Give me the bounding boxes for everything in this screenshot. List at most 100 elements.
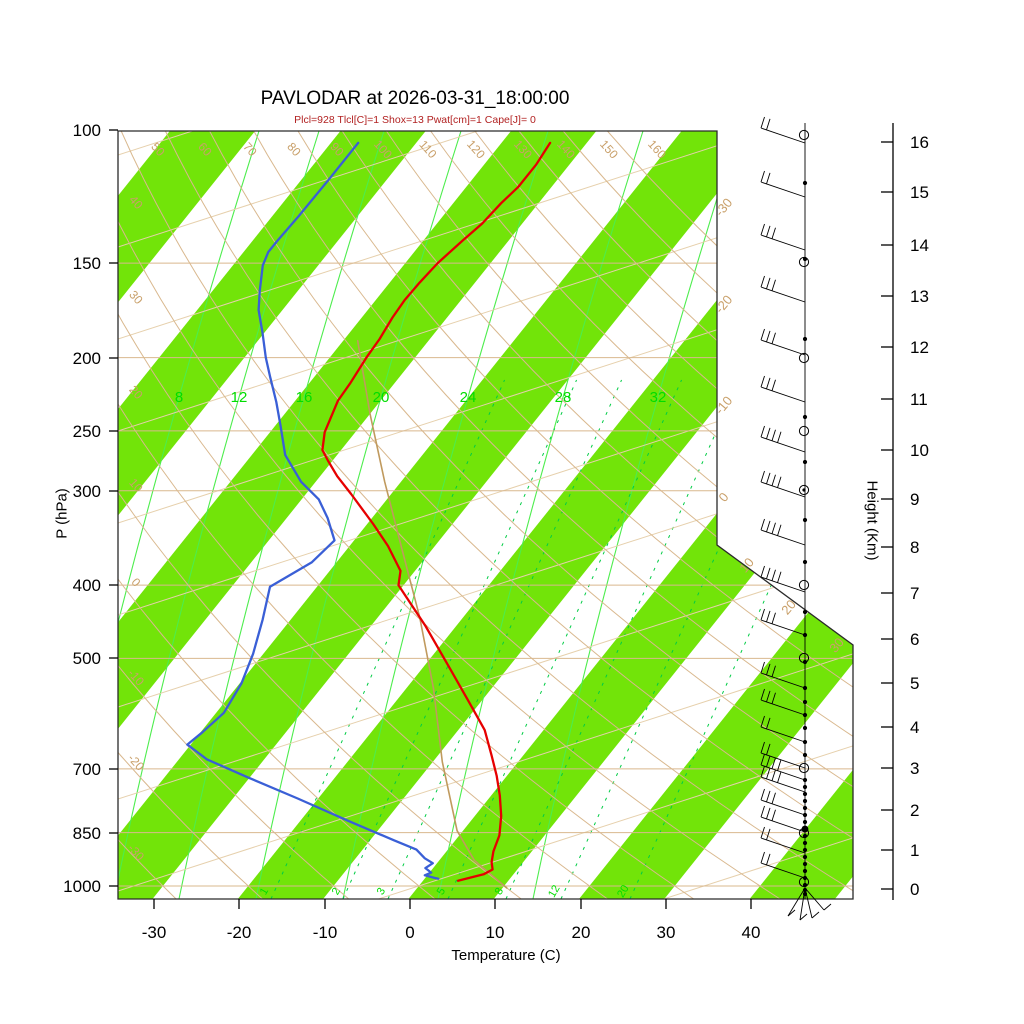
station-dot — [802, 840, 808, 846]
moist-adiabat — [178, 131, 385, 899]
wind-barb — [760, 826, 806, 854]
moist-adiabat — [342, 131, 549, 899]
svg-text:6: 6 — [910, 630, 919, 649]
dry-adiabat — [118, 131, 781, 899]
isotherm-band — [749, 131, 853, 899]
svg-text:30: 30 — [126, 288, 146, 308]
svg-text:9: 9 — [910, 490, 919, 509]
svg-text:0: 0 — [715, 490, 731, 505]
svg-text:400: 400 — [73, 576, 101, 595]
svg-text:15: 15 — [910, 183, 929, 202]
dry-adiabat — [118, 131, 350, 899]
station-dot — [802, 459, 808, 465]
isotherm-band — [0, 131, 85, 899]
moist-adiabat — [255, 131, 462, 899]
svg-text:28: 28 — [555, 389, 572, 406]
shallow-gridline — [118, 131, 853, 708]
level-circle — [798, 652, 810, 664]
dry-adiabat — [118, 131, 694, 899]
station-dot — [802, 847, 808, 853]
wind-barb — [760, 688, 806, 716]
wind-barb — [760, 565, 806, 593]
dry-adiabat — [518, 131, 853, 899]
svg-text:20: 20 — [778, 597, 799, 618]
station-dot — [802, 861, 808, 867]
svg-text:16: 16 — [296, 389, 313, 406]
svg-text:250: 250 — [73, 422, 101, 441]
dry-adiabat — [164, 131, 853, 899]
svg-text:4: 4 — [910, 718, 919, 737]
level-circle — [798, 876, 810, 888]
dry-adiabats — [118, 131, 853, 899]
wind-barb — [760, 375, 806, 403]
dry-adiabat — [253, 131, 853, 899]
wind-barb — [760, 518, 806, 546]
svg-text:2: 2 — [910, 801, 919, 820]
svg-text:20: 20 — [373, 389, 390, 406]
surface-wind-barb — [787, 887, 806, 917]
shallow-gridline — [118, 131, 853, 892]
svg-text:8: 8 — [493, 886, 506, 897]
moist-adiabat — [118, 131, 260, 899]
dry-adiabat — [562, 131, 853, 899]
wind-barb — [760, 753, 806, 781]
svg-text:500: 500 — [73, 649, 101, 668]
wind-barb — [760, 788, 806, 816]
station-dot — [802, 632, 808, 638]
station-dot — [802, 559, 808, 565]
isotherm-band — [579, 131, 853, 899]
dry-adiabat — [474, 131, 853, 899]
svg-text:12: 12 — [231, 389, 248, 406]
svg-text:-20: -20 — [227, 923, 252, 942]
svg-text:3: 3 — [910, 759, 919, 778]
svg-text:150: 150 — [597, 137, 621, 161]
dry-adiabat — [120, 131, 853, 899]
wind-barb — [760, 116, 806, 144]
svg-text:120: 120 — [464, 137, 488, 161]
wind-barb — [760, 425, 806, 453]
svg-text:13: 13 — [910, 287, 929, 306]
dry-adiabat — [341, 131, 853, 899]
dry-adiabat — [118, 131, 436, 899]
wind-barb — [760, 223, 806, 251]
station-dot — [802, 798, 808, 804]
level-circle — [798, 256, 810, 268]
surface-wind-barb — [804, 887, 832, 911]
svg-text:12: 12 — [546, 883, 563, 900]
svg-text:5: 5 — [435, 886, 448, 897]
sounding-indices-line: Plcl=928 Tlcl[C]=1 Shox=13 Pwat[cm]=1 Ca… — [294, 114, 536, 126]
wind-barb — [760, 608, 806, 636]
svg-text:10: 10 — [910, 441, 929, 460]
temperature-axis-title: Temperature (C) — [451, 947, 561, 964]
svg-text:150: 150 — [73, 254, 101, 273]
svg-text:30: 30 — [657, 923, 676, 942]
wind-barb — [760, 765, 806, 793]
moist-adiabats — [118, 131, 739, 899]
svg-text:40: 40 — [742, 923, 761, 942]
svg-text:0: 0 — [129, 575, 144, 590]
temperature-axis: -30 -20 -10 0 10 20 30 40 — [142, 899, 761, 942]
station-dot — [802, 712, 808, 718]
station-dot — [802, 414, 808, 420]
station-dot — [802, 812, 808, 818]
shallow-gridline — [118, 131, 853, 432]
surface-wind-barb — [804, 887, 820, 919]
svg-text:-20: -20 — [125, 751, 147, 773]
svg-text:100: 100 — [73, 121, 101, 140]
moist-adiabat — [532, 131, 739, 899]
level-circle — [798, 129, 810, 141]
station-dot — [802, 868, 808, 874]
svg-text:10: 10 — [486, 923, 505, 942]
dry-adiabat — [209, 131, 853, 899]
station-dot — [802, 784, 808, 790]
level-circle — [798, 579, 810, 591]
svg-text:32: 32 — [650, 389, 667, 406]
pressure-axis: 100 150 200 250 300 400 500 700 850 1000 — [63, 121, 118, 896]
svg-text:2: 2 — [330, 886, 343, 897]
moist-adiabat — [437, 131, 644, 899]
level-circle — [798, 484, 810, 496]
station-dot — [802, 854, 808, 860]
